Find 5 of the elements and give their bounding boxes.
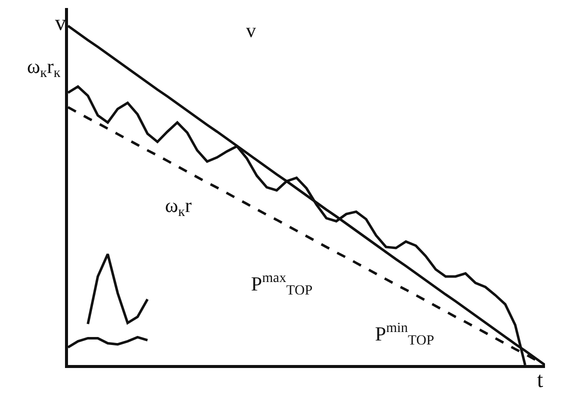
x-axis-title: t [537, 367, 544, 392]
annotation: v [246, 20, 256, 42]
text: ω$_{к}$r$_{к}$ [27, 56, 61, 82]
y-axis-title: v [55, 10, 66, 35]
annotation: ω$_{к}$r [165, 195, 192, 220]
